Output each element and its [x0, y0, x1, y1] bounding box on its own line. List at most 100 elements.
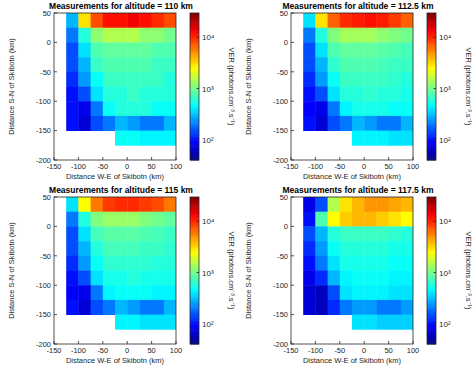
heat-cell: [127, 72, 140, 87]
heat-cell: [401, 256, 413, 271]
heat-cell: [103, 87, 116, 102]
heat-cell: [164, 271, 176, 286]
y-tick-label: -200: [273, 340, 288, 349]
heat-cell: [352, 226, 365, 241]
colorbar-tick: [434, 221, 437, 222]
y-tick-label: -50: [277, 68, 288, 77]
heat-cell: [401, 13, 413, 28]
heat-cell: [315, 72, 328, 87]
title: Measurements for altitude = 117.5 km: [283, 185, 434, 195]
x-tick-label: 0: [362, 162, 366, 171]
heat-cell: [376, 256, 389, 271]
heat-cell: [78, 300, 91, 315]
heat-cell: [103, 13, 116, 28]
heat-cell: [340, 116, 353, 131]
heat-cell: [352, 315, 365, 330]
heat-cell: [139, 72, 152, 87]
heat-cell: [328, 116, 341, 131]
y-tick: [54, 314, 57, 315]
heat-cell: [103, 28, 116, 43]
heat-cell: [352, 116, 365, 131]
heat-cell: [340, 256, 353, 271]
x-tick-label: 50: [384, 346, 392, 355]
y-tick: [291, 285, 294, 286]
heat-cell: [115, 13, 128, 28]
heat-cell: [303, 226, 316, 241]
x-tick: [54, 341, 55, 344]
x-tick-label: -100: [71, 346, 86, 355]
heat-cell: [303, 285, 316, 300]
heat-cell: [152, 101, 165, 116]
heat-cell: [91, 226, 104, 241]
heat-cell: [66, 212, 79, 227]
heat-cell: [303, 57, 316, 72]
heat-cell: [315, 13, 328, 28]
heat-cell: [127, 101, 140, 116]
heat-cell: [152, 131, 165, 146]
heat-cell: [66, 271, 79, 286]
heat-cell: [364, 13, 377, 28]
heat-cell: [152, 87, 165, 102]
colorbar-tick: [197, 139, 200, 140]
colorbar-tick-label: 10⁴: [439, 217, 452, 226]
cells: [303, 13, 413, 146]
heat-cell: [127, 87, 140, 102]
colorbar-label: VER (photons.cm⁻³.s⁻¹): [464, 231, 473, 310]
heat-cell: [164, 256, 176, 271]
y-tick-label: -200: [36, 340, 51, 349]
heat-cell: [78, 197, 91, 212]
colorbar-tick-label: 10⁴: [202, 33, 215, 42]
colorbar-tick-label: 10²: [439, 320, 451, 329]
heat-cell: [91, 28, 104, 43]
heat-cell: [389, 131, 402, 146]
heat-cell: [340, 212, 353, 227]
x-tick-label: 100: [407, 346, 420, 355]
x-axis-label: Distance W-E of Skibotn (km): [66, 172, 165, 181]
heat-cell: [139, 285, 152, 300]
heat-cell: [315, 87, 328, 102]
colorbar-tick: [434, 88, 437, 89]
heat-cell: [376, 285, 389, 300]
heat-cell: [389, 87, 402, 102]
heat-cell: [303, 197, 316, 212]
heat-cell: [340, 13, 353, 28]
heat-cell: [389, 271, 402, 286]
colorbar-tick-label: 10²: [202, 320, 214, 329]
heat-cell: [328, 197, 341, 212]
colorbar-tick-label: 10³: [202, 85, 214, 94]
x-tick-label: 50: [147, 162, 155, 171]
y-tick-label: -200: [273, 156, 288, 165]
heat-cell: [91, 300, 104, 315]
heat-cell: [315, 212, 328, 227]
x-tick: [364, 341, 365, 344]
x-tick: [54, 157, 55, 160]
heat-cell: [352, 87, 365, 102]
heat-cell: [115, 116, 128, 131]
x-tick-label: 50: [384, 162, 392, 171]
heat-cell: [78, 42, 91, 57]
heat-cell: [352, 256, 365, 271]
heat-cell: [340, 42, 353, 57]
heat-cell: [376, 271, 389, 286]
heat-cell: [78, 116, 91, 131]
colorbar-tick-label: 10³: [439, 269, 451, 278]
x-tick: [78, 157, 79, 160]
x-tick: [291, 157, 292, 160]
y-tick: [291, 197, 294, 198]
heat-cell: [164, 300, 176, 315]
heat-cell: [401, 87, 413, 102]
heat-cell: [376, 116, 389, 131]
title: Measurements for altitude = 110 km: [49, 1, 193, 11]
x-tick: [176, 157, 177, 160]
heat-cell: [152, 226, 165, 241]
heat-cell: [364, 212, 377, 227]
heat-cell: [115, 315, 128, 330]
colorbar-tick: [434, 323, 437, 324]
heat-cell: [164, 315, 176, 330]
heat-cell: [164, 28, 176, 43]
colorbar-tick: [197, 323, 200, 324]
x-tick: [364, 157, 365, 160]
x-tick-label: -100: [71, 162, 86, 171]
heat-cell: [91, 72, 104, 87]
panel: -150-100-50050100-200-150-100-50050Measu…: [7, 1, 236, 181]
